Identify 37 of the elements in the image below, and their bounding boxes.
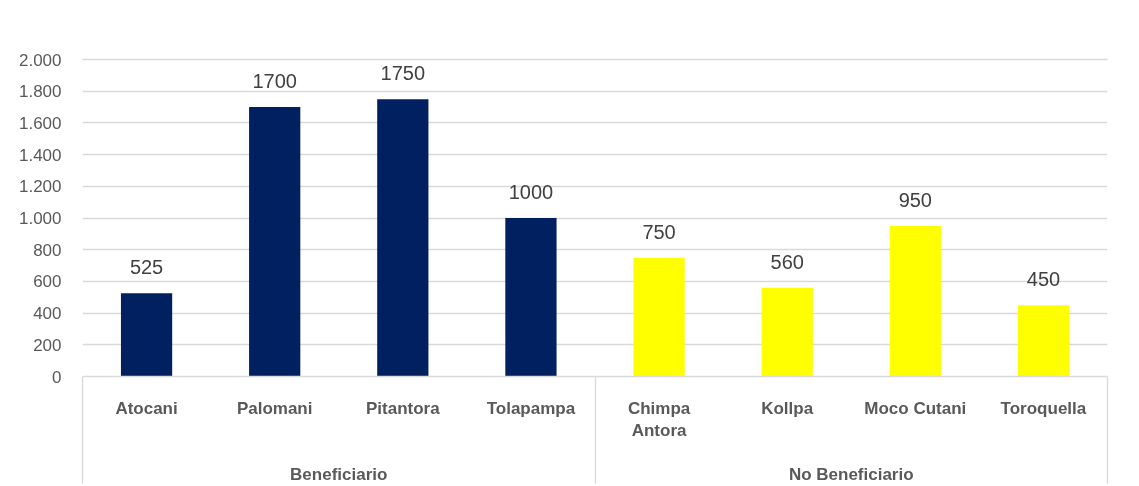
x-tick-label: Tolapampa xyxy=(486,398,576,418)
x-tick-label: Toroquella xyxy=(1000,398,1087,418)
y-tick-label: 1.200 xyxy=(18,177,62,197)
y-tick-label: 1.800 xyxy=(18,82,62,102)
x-tick-label: Palomani xyxy=(236,398,313,418)
data-label: 1700 xyxy=(252,70,297,93)
data-label: 560 xyxy=(770,250,804,273)
text: No Beneficiario xyxy=(788,464,914,484)
y-tick-label: 1.600 xyxy=(18,113,62,133)
bar xyxy=(249,107,301,377)
y-tick-label: 0 xyxy=(52,367,62,387)
bar xyxy=(120,293,173,377)
y-tick-label: 600 xyxy=(33,272,62,292)
bar xyxy=(505,218,557,377)
y-tick-label: 1.400 xyxy=(18,145,62,165)
data-label: 1000 xyxy=(508,181,554,203)
bar xyxy=(761,287,813,377)
bar xyxy=(889,225,941,377)
y-tick-label: 200 xyxy=(33,335,62,355)
data-label: 750 xyxy=(642,220,676,243)
text: Beneficiario xyxy=(290,464,388,484)
data-label: 1750 xyxy=(380,62,426,85)
y-tick-label: 400 xyxy=(33,304,62,324)
data-label: 525 xyxy=(129,256,164,279)
data-label: 450 xyxy=(1026,268,1061,291)
bar xyxy=(1017,305,1070,377)
y-tick-label: 800 xyxy=(33,240,62,260)
y-tick-label: 2.000 xyxy=(18,50,62,70)
bar xyxy=(633,257,685,377)
x-tick-label: Kollpa xyxy=(761,398,814,418)
x-tick-label: Pitantora xyxy=(365,398,441,418)
x-tick-label: Moco Cutani xyxy=(864,398,967,418)
bar xyxy=(377,99,429,377)
x-tick-label: Atocani xyxy=(115,398,178,418)
y-tick-label: 1.000 xyxy=(18,209,62,228)
x-tick-label: Chimpa Antora xyxy=(627,398,691,441)
data-label: 950 xyxy=(898,188,932,211)
